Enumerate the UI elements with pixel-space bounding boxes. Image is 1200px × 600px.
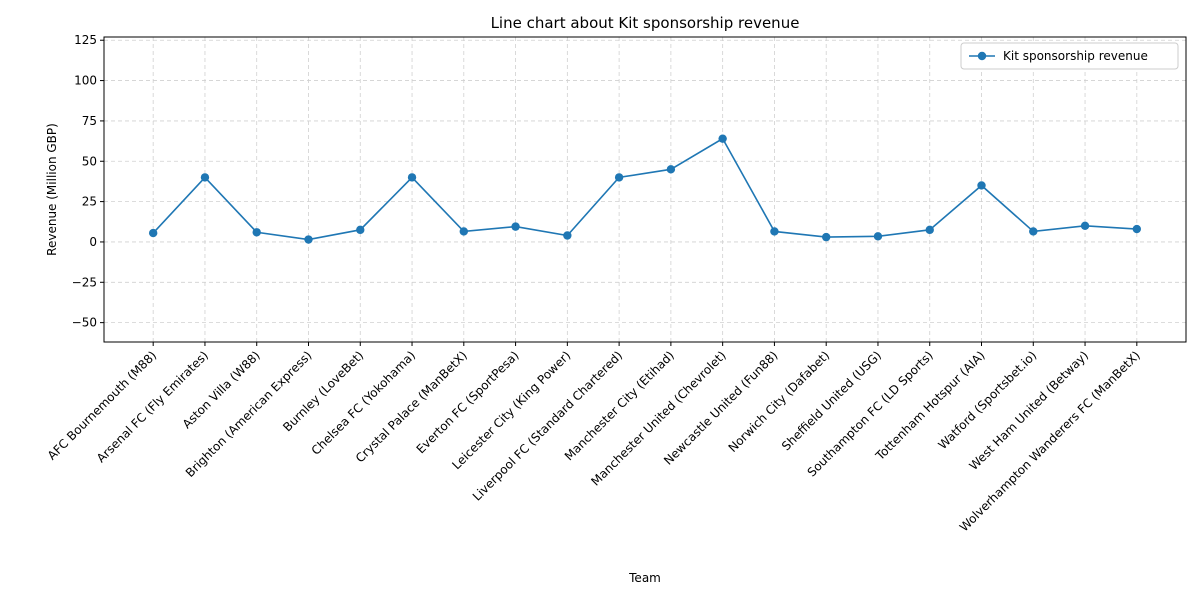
plot-frame [103,36,1187,343]
x-tick-label: Manchester City (Etihad) [562,348,677,463]
x-tick-label: Tottenham Hotspur (AIA) [872,348,987,463]
data-point [200,173,210,182]
x-axis-label: Team [628,571,661,585]
legend: Kit sponsorship revenue [960,42,1179,70]
y-tick-label: 100 [74,74,97,88]
data-point [1132,224,1142,234]
y-tick-label: 0 [89,235,97,249]
data-point [666,165,676,174]
x-tick-label: Norwich City (Dafabet) [726,348,833,455]
data-point [148,228,158,238]
data-point [1029,227,1038,236]
series-line [152,137,1137,241]
data-point [821,232,831,242]
data-point [925,225,934,235]
data-point [511,222,520,231]
data-point [252,228,261,237]
y-tick-label: −50 [72,316,97,330]
y-axis-label: Revenue (Million GBP) [45,123,59,256]
data-point [873,232,883,241]
x-tick-label: Sheffield United (USG) [779,348,884,453]
data-point [563,231,572,240]
x-tick-label: Everton FC (SportPesa) [414,348,522,456]
data-point [407,173,417,182]
legend-marker [977,51,987,61]
y-tick-label: −25 [72,275,97,289]
data-point [770,227,779,236]
data-point [614,173,624,182]
data-point [304,235,313,244]
data-point [1080,221,1090,231]
legend-box [960,42,1179,70]
y-tick-label: 75 [82,114,97,128]
y-tick-label: 50 [82,154,97,168]
x-tick-label: Watford (Sportsbet.io) [936,348,1040,452]
data-point [356,225,365,235]
legend-label: Kit sponsorship revenue [1003,49,1148,63]
chart-title: Line chart about Kit sponsorship revenue [491,14,800,32]
x-tick-label: Wolverhampton Wanderers FC (ManBetX) [957,348,1143,534]
data-point [977,181,986,190]
data-point [459,227,469,236]
x-tick-label: AFC Bournemouth (M88) [45,348,160,463]
x-tick-label: Chelsea FC (Yokohama) [309,348,419,458]
y-tick-label: 25 [82,195,97,209]
data-point [718,134,727,143]
y-tick-label: 125 [74,33,97,47]
